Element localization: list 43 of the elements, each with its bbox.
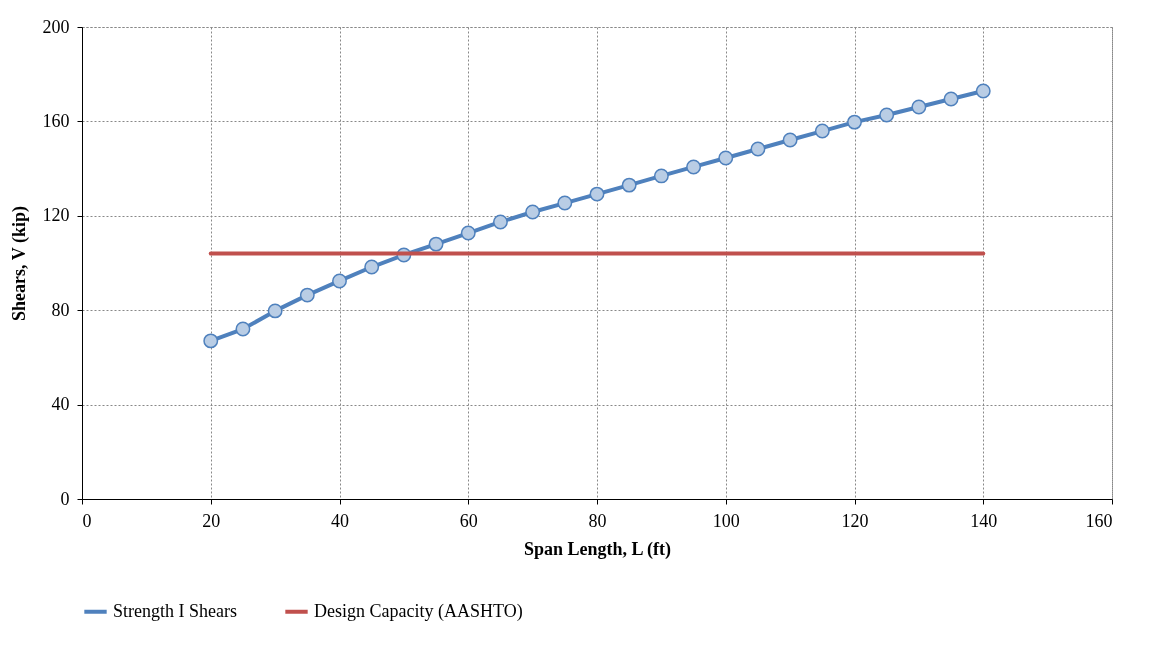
x-tick-label: 0	[82, 510, 92, 531]
x-tick-label: 20	[202, 510, 221, 531]
point	[782, 132, 798, 148]
point	[203, 333, 219, 349]
point	[267, 303, 283, 319]
point	[332, 273, 347, 289]
point	[235, 321, 251, 337]
x-tick-label: 120	[841, 510, 869, 531]
point	[557, 195, 573, 211]
point	[525, 204, 541, 220]
point	[943, 91, 959, 107]
y-tick-label: 80	[51, 299, 70, 320]
point	[460, 225, 476, 241]
x-tick-label: 160	[1085, 510, 1113, 531]
point	[299, 287, 315, 303]
y-tick-label: 160	[42, 110, 70, 131]
point	[492, 214, 508, 230]
y-tick-label: 200	[42, 16, 70, 37]
y-tick-label: 0	[60, 488, 70, 509]
y-axis-title: Shears, V (kip)	[8, 206, 30, 321]
x-tick-label: 100	[712, 510, 740, 531]
point	[686, 159, 702, 175]
x-axis-title: Span Length, L (ft)	[523, 538, 672, 560]
point	[750, 141, 766, 157]
x-tick-label: 40	[331, 510, 349, 531]
y-tick-label: 40	[51, 394, 70, 415]
point	[879, 107, 895, 123]
y-tick-label: 120	[42, 205, 70, 226]
legend-label: Strength I Shears	[113, 600, 237, 621]
point	[364, 259, 380, 275]
point	[718, 150, 734, 166]
legend-label: Design Capacity (AASHTO)	[314, 600, 523, 622]
x-tick-label: 60	[459, 510, 478, 531]
x-tick-label: 80	[588, 510, 607, 531]
point	[975, 83, 991, 99]
point	[911, 99, 927, 115]
point	[847, 114, 862, 130]
point	[621, 177, 637, 193]
point	[814, 123, 830, 139]
point	[428, 236, 444, 252]
point	[589, 186, 605, 202]
point	[653, 168, 669, 184]
x-tick-label: 140	[970, 510, 998, 531]
